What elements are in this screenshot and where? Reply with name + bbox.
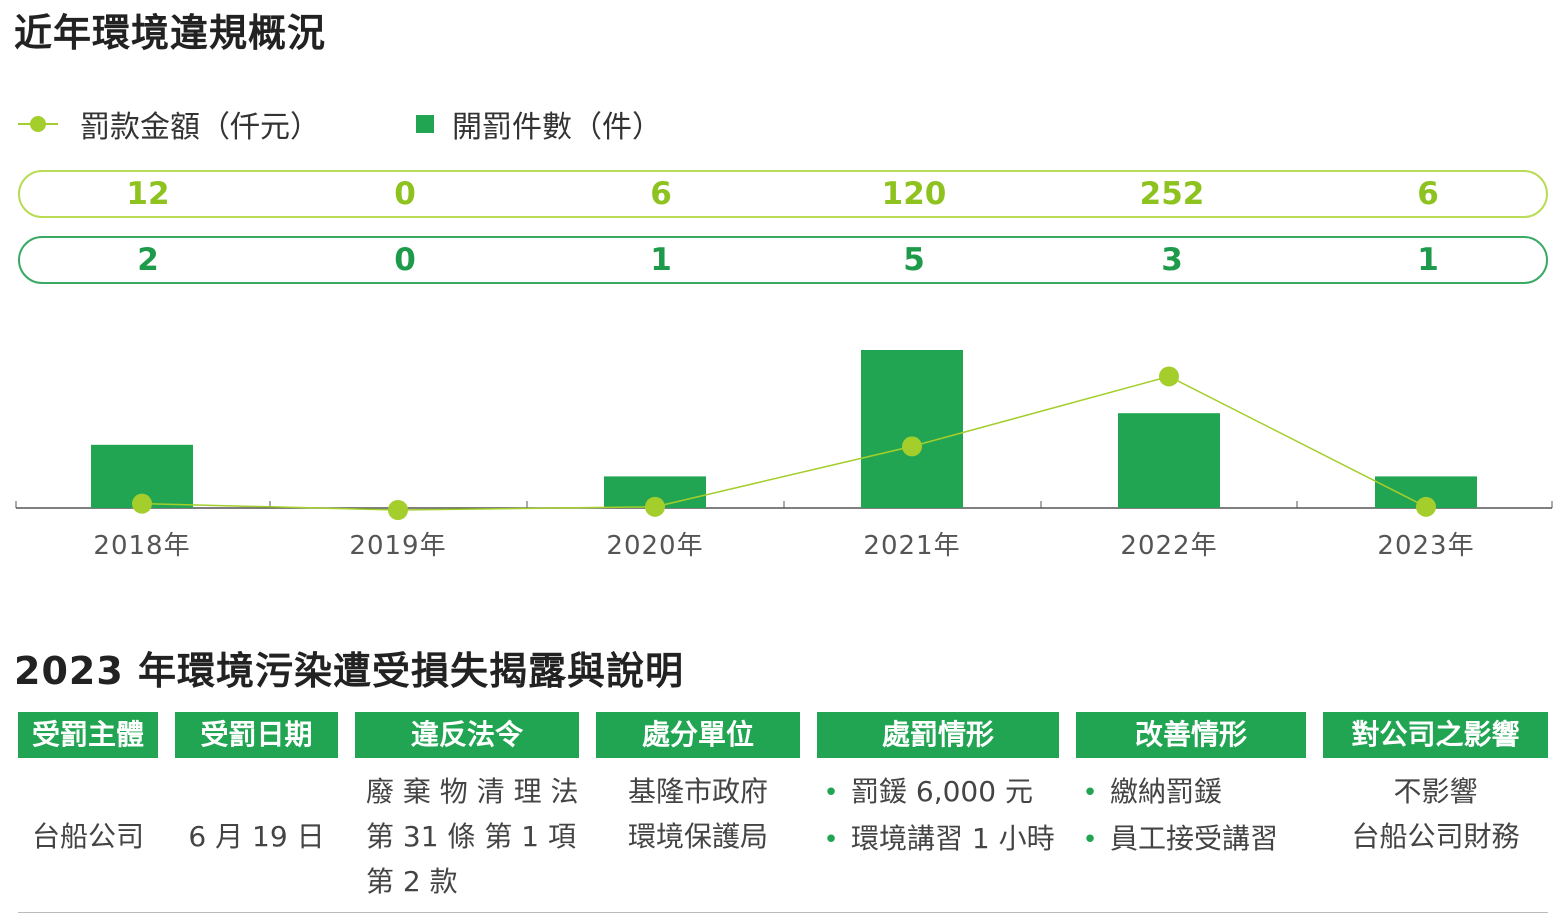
bullet-icon: • bbox=[1082, 778, 1098, 808]
agency-line: 環境保護局 bbox=[627, 820, 768, 853]
law-line: 第 31 條 第 1 項 bbox=[366, 820, 576, 853]
legend-line-label: 罰款金額（仟元） bbox=[80, 110, 320, 145]
table-header-cell: 對公司之影響 bbox=[1323, 712, 1548, 758]
line-point bbox=[1416, 496, 1436, 517]
count-value: 2 bbox=[137, 242, 159, 278]
table-header-cell: 受罰日期 bbox=[175, 712, 338, 758]
fine-amount-line bbox=[141, 375, 1427, 511]
table-header-cell: 違反法令 bbox=[355, 712, 579, 758]
law-cell: 廢 棄 物 清 理 法 第 31 條 第 1 項 第 2 款 bbox=[366, 769, 579, 904]
penalty-item: 罰鍰 6,000 元 bbox=[851, 775, 1033, 808]
x-tick-label: 2021年 bbox=[863, 531, 960, 561]
line-marker-icon bbox=[18, 114, 58, 134]
table-bottom-rule bbox=[18, 912, 1548, 913]
impact-cell: 不影響 台船公司財務 bbox=[1323, 769, 1548, 859]
fine-value: 6 bbox=[1417, 176, 1439, 212]
combo-chart: 2018年 2019年 2020年 2021年 2022年 2023年 bbox=[15, 350, 1553, 561]
impact-line: 台船公司財務 bbox=[1351, 820, 1520, 853]
bullet-icon: • bbox=[823, 825, 839, 855]
count-value: 1 bbox=[650, 242, 672, 278]
penalty-item: 環境講習 1 小時 bbox=[851, 822, 1055, 855]
count-value: 0 bbox=[394, 242, 416, 278]
table-header-cell: 處分單位 bbox=[596, 712, 800, 758]
chart-legend: 罰款金額（仟元） 開罰件數（件） bbox=[18, 102, 662, 146]
line-point bbox=[132, 493, 152, 514]
fine-value: 0 bbox=[394, 176, 416, 212]
fine-value: 120 bbox=[881, 176, 947, 212]
count-value: 3 bbox=[1161, 242, 1183, 278]
fine-value: 6 bbox=[650, 176, 672, 212]
agency-line: 基隆市政府 bbox=[627, 775, 768, 808]
bullet-icon: • bbox=[1082, 825, 1098, 855]
penalty-count-row: 2 0 1 5 3 1 bbox=[18, 236, 1548, 284]
line-point bbox=[902, 436, 922, 457]
bar-square-icon bbox=[416, 115, 434, 133]
table-header-cell: 改善情形 bbox=[1076, 712, 1306, 758]
fine-amount-row: 12 0 6 120 252 6 bbox=[18, 170, 1548, 218]
improvement-item: 員工接受講習 bbox=[1110, 822, 1279, 855]
table-header-cell: 處罰情形 bbox=[817, 712, 1059, 758]
bar bbox=[861, 350, 963, 508]
law-line: 第 2 款 bbox=[366, 865, 458, 898]
line-point bbox=[645, 496, 665, 517]
law-line: 廢 棄 物 清 理 法 bbox=[366, 775, 579, 808]
fine-value: 252 bbox=[1139, 176, 1205, 212]
x-tick-label: 2020年 bbox=[606, 531, 703, 561]
line-point bbox=[1159, 366, 1179, 387]
improvement-item: 繳納罰鍰 bbox=[1110, 775, 1223, 808]
legend-bar-label: 開罰件數（件） bbox=[452, 110, 662, 145]
penalty-cell: • 罰鍰 6,000 元 • 環境講習 1 小時 bbox=[815, 769, 1055, 863]
improvement-cell: • 繳納罰鍰 • 員工接受講習 bbox=[1074, 769, 1278, 863]
table-header-cell: 受罰主體 bbox=[18, 712, 158, 758]
impact-line: 不影響 bbox=[1393, 775, 1478, 808]
section-title: 近年環境違規概況 bbox=[14, 11, 327, 55]
count-value: 1 bbox=[1417, 242, 1439, 278]
bar bbox=[1118, 413, 1220, 508]
x-tick-label: 2018年 bbox=[93, 531, 190, 561]
x-tick-label: 2019年 bbox=[349, 531, 446, 561]
x-tick-label: 2023年 bbox=[1377, 531, 1474, 561]
line-point bbox=[388, 500, 408, 520]
count-value: 5 bbox=[903, 242, 925, 278]
date-cell: 6 月 19 日 bbox=[188, 820, 325, 853]
agency-cell: 基隆市政府 環境保護局 bbox=[596, 769, 800, 859]
fine-value: 12 bbox=[126, 176, 170, 212]
section-title: 2023 年環境污染遭受損失揭露與說明 bbox=[14, 649, 684, 693]
entity-cell: 台船公司 bbox=[31, 820, 144, 853]
bullet-icon: • bbox=[823, 778, 839, 808]
x-tick-label: 2022年 bbox=[1120, 531, 1217, 561]
